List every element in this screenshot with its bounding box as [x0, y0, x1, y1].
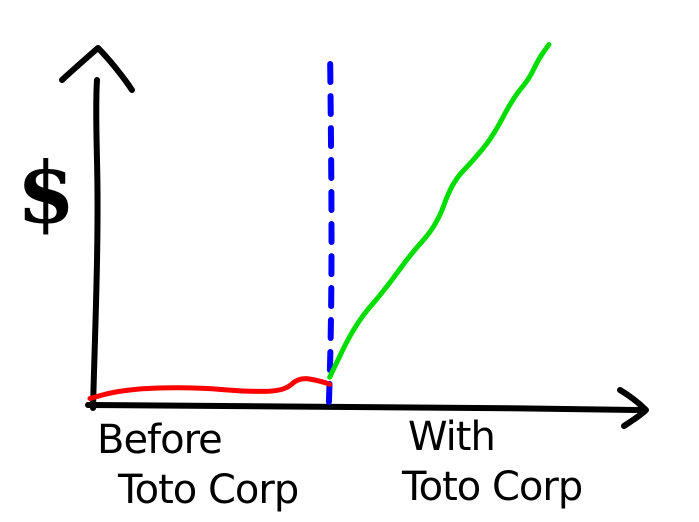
- before-label-line2: Toto Corp: [117, 467, 298, 513]
- y-axis-arrowhead: [59, 45, 135, 93]
- x-axis-arrowhead: [617, 387, 649, 429]
- after-label-line2: Toto Corp: [401, 464, 582, 510]
- before-after-divider: [325, 61, 335, 411]
- y-axis: [90, 77, 101, 411]
- region-labels: Before Toto Corp With Toto Corp: [97, 414, 583, 513]
- axes: [59, 45, 649, 429]
- x-axis: [85, 402, 643, 413]
- after-label-line1: With: [408, 414, 495, 460]
- before-series-line: [87, 376, 333, 401]
- after-series-line: [327, 41, 552, 380]
- before-label-line1: Before: [97, 417, 222, 463]
- y-axis-label: $: [17, 143, 75, 242]
- series: [87, 41, 552, 401]
